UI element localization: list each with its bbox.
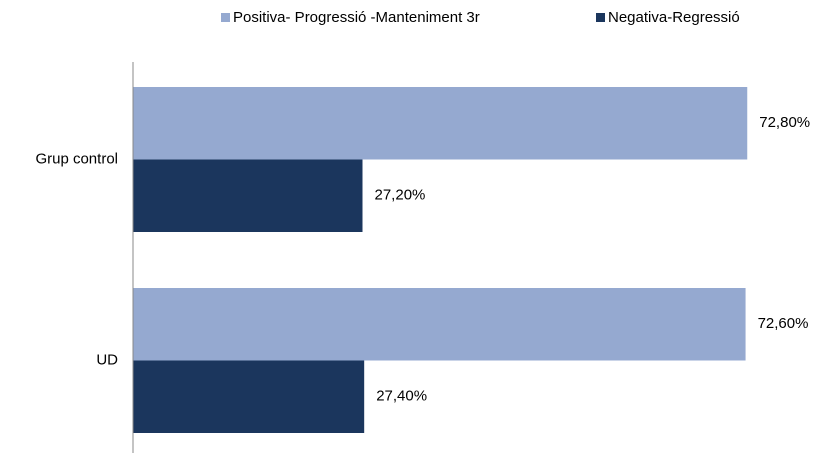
- legend-swatch: [221, 13, 230, 22]
- y-tick-label: Grup control: [35, 150, 118, 167]
- value-label: 72,60%: [758, 315, 809, 332]
- legend-swatch: [596, 13, 605, 22]
- value-label: 27,20%: [375, 187, 426, 204]
- bar: [133, 360, 365, 433]
- y-tick-label: UD: [96, 351, 118, 368]
- value-label: 72,80%: [759, 114, 810, 131]
- legend-label: Positiva- Progressió -Manteniment 3r: [233, 9, 480, 26]
- bar: [133, 87, 748, 160]
- legend-label: Negativa-Regressió: [608, 9, 740, 26]
- bar: [133, 288, 746, 361]
- bar: [133, 159, 363, 232]
- value-label: 27,40%: [376, 388, 427, 405]
